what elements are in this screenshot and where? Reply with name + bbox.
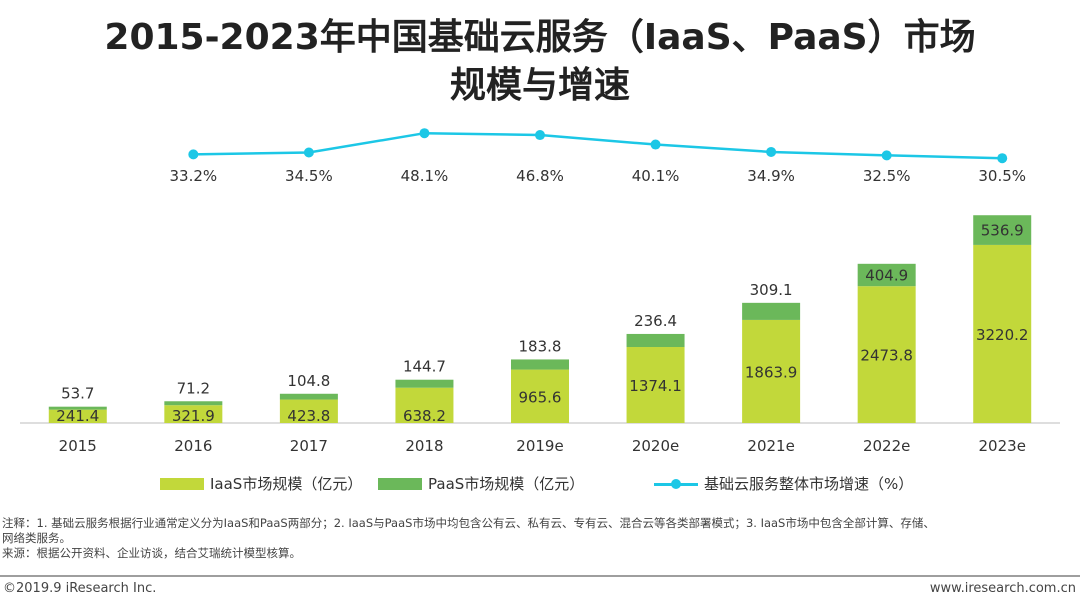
bar-iaas-2017 bbox=[279, 399, 338, 423]
growth-point-2018 bbox=[419, 128, 430, 139]
growth-label-2018: 48.1% bbox=[401, 167, 449, 185]
legend: IaaS市场规模（亿元） PaaS市场规模（亿元） 基础云服务整体市场增速（%） bbox=[0, 473, 1080, 497]
bar-paas-2018 bbox=[395, 379, 454, 388]
growth-point-2020e bbox=[650, 139, 661, 150]
label-paas-2021e: 309.1 bbox=[750, 281, 793, 299]
footer-copyright: ©2019.9 iResearch Inc. bbox=[3, 581, 157, 596]
bar-iaas-2020e bbox=[626, 347, 685, 423]
x-tick-2020e: 2020e bbox=[632, 437, 679, 455]
bar-iaas-2018 bbox=[395, 387, 454, 423]
bar-iaas-2019e bbox=[511, 369, 569, 423]
bar-paas-2020e bbox=[626, 333, 685, 348]
legend-label-iaas: IaaS市场规模（亿元） bbox=[210, 475, 363, 493]
bar-paas-2017 bbox=[279, 393, 338, 400]
legend-swatch-paas bbox=[378, 477, 422, 490]
label-paas-2022e: 404.9 bbox=[865, 267, 908, 285]
bar-iaas-2021e bbox=[742, 319, 801, 423]
x-tick-2016: 2016 bbox=[174, 437, 212, 455]
legend-item-paas: PaaS市场规模（亿元） bbox=[378, 473, 584, 494]
growth-point-2021e bbox=[766, 146, 777, 157]
note-line-1: 注释：1. 基础云服务根据行业通常定义分为IaaS和PaaS两部分；2. Iaa… bbox=[2, 516, 935, 530]
notes: 注释：1. 基础云服务根据行业通常定义分为IaaS和PaaS两部分；2. Iaa… bbox=[2, 516, 1078, 561]
legend-item-iaas: IaaS市场规模（亿元） bbox=[160, 473, 362, 494]
growth-point-2022e bbox=[881, 150, 892, 161]
growth-label-2020e: 40.1% bbox=[632, 167, 680, 185]
title-line-2: 规模与增速 bbox=[449, 65, 630, 106]
bar-paas-2023e bbox=[973, 215, 1032, 245]
label-paas-2020e: 236.4 bbox=[634, 312, 677, 330]
growth-label-2023e: 30.5% bbox=[978, 167, 1026, 185]
label-iaas-2018: 638.2 bbox=[403, 407, 446, 425]
note-source: 来源：根据公开资料、企业访谈，结合艾瑞统计模型核算。 bbox=[2, 546, 301, 560]
label-paas-2019e: 183.8 bbox=[519, 337, 562, 355]
legend-swatch-iaas bbox=[160, 477, 204, 490]
label-paas-2017: 104.8 bbox=[287, 372, 330, 390]
note-line-2: 网络类服务。 bbox=[2, 531, 71, 545]
footer-website: www.iresearch.com.cn bbox=[929, 581, 1076, 596]
growth-label-2019e: 46.8% bbox=[516, 167, 564, 185]
label-paas-2023e: 536.9 bbox=[981, 222, 1024, 240]
growth-label-2021e: 34.9% bbox=[747, 167, 795, 185]
legend-label-paas: PaaS市场规模（亿元） bbox=[428, 475, 585, 493]
legend-item-growth: 基础云服务整体市场增速（%） bbox=[654, 473, 913, 494]
x-tick-2018: 2018 bbox=[405, 437, 443, 455]
label-iaas-2020e: 1374.1 bbox=[629, 377, 682, 395]
growth-label-2022e: 32.5% bbox=[863, 167, 911, 185]
label-iaas-2023e: 3220.2 bbox=[976, 326, 1029, 344]
growth-point-2019e bbox=[535, 130, 545, 141]
bar-iaas-2016 bbox=[164, 405, 223, 423]
x-tick-2021e: 2021e bbox=[747, 437, 794, 455]
label-iaas-2019e: 965.6 bbox=[519, 388, 562, 406]
bar-paas-2015 bbox=[48, 406, 107, 410]
label-paas-2016: 71.2 bbox=[177, 379, 210, 397]
legend-swatch-growth bbox=[654, 478, 698, 490]
label-paas-2018: 144.7 bbox=[403, 358, 446, 376]
growth-label-2017: 34.5% bbox=[285, 167, 333, 185]
bar-paas-2019e bbox=[511, 359, 569, 370]
bar-iaas-2022e bbox=[857, 286, 916, 423]
bar-paas-2021e bbox=[742, 302, 801, 320]
footer-divider bbox=[0, 575, 1080, 577]
x-tick-2015: 2015 bbox=[59, 437, 97, 455]
label-iaas-2016: 321.9 bbox=[172, 407, 215, 425]
title-line-1: 2015-2023年中国基础云服务（IaaS、PaaS）市场 bbox=[104, 17, 976, 58]
x-tick-2017: 2017 bbox=[290, 437, 328, 455]
bar-iaas-2023e bbox=[973, 244, 1032, 423]
label-paas-2015: 53.7 bbox=[61, 385, 94, 403]
bar-paas-2022e bbox=[857, 263, 916, 287]
x-tick-2019e: 2019e bbox=[516, 437, 563, 455]
growth-point-2017 bbox=[303, 147, 314, 158]
growth-label-2016: 33.2% bbox=[170, 167, 218, 185]
label-iaas-2021e: 1863.9 bbox=[745, 363, 798, 381]
x-tick-2023e: 2023e bbox=[979, 437, 1026, 455]
x-tick-2022e: 2022e bbox=[863, 437, 910, 455]
legend-label-growth: 基础云服务整体市场增速（%） bbox=[704, 475, 914, 493]
growth-point-2023e bbox=[997, 153, 1008, 164]
chart-svg: 241.4 53.7 2015 321.9 71.2 2016 423.8 104.8 2017… bbox=[20, 128, 1060, 455]
label-iaas-2017: 423.8 bbox=[287, 407, 330, 425]
growth-point-2016 bbox=[188, 149, 199, 160]
chart-title: 2015-2023年中国基础云服务（IaaS、PaaS）市场 规模与增速 bbox=[0, 14, 1080, 110]
bar-paas-2016 bbox=[164, 401, 223, 406]
bar-iaas-2015 bbox=[48, 409, 107, 423]
growth-line bbox=[193, 131, 1003, 160]
label-iaas-2022e: 2473.8 bbox=[860, 347, 913, 365]
label-iaas-2015: 241.4 bbox=[56, 407, 99, 425]
